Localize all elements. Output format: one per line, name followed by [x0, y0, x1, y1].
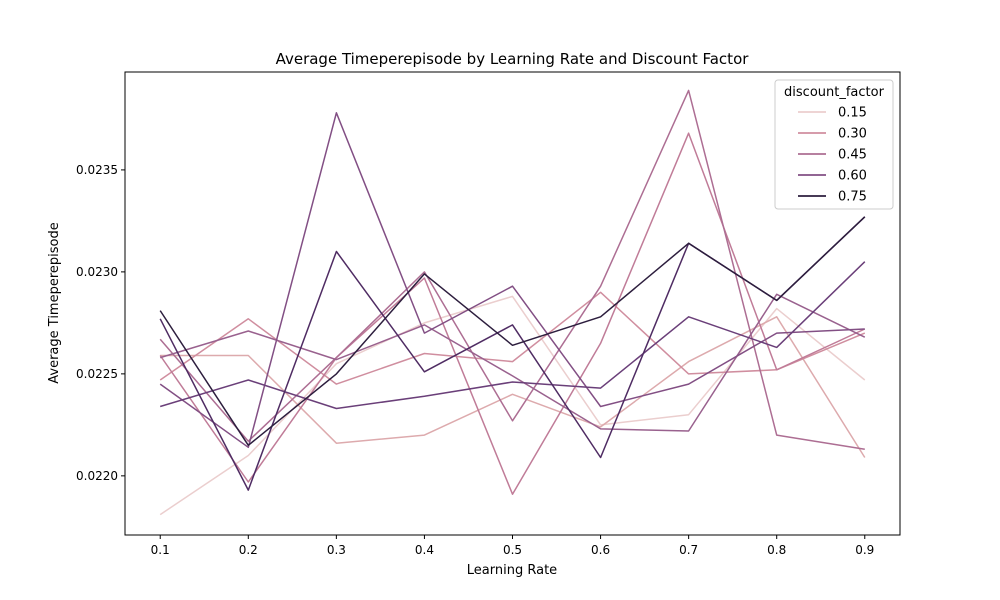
legend-label: 0.30 [838, 127, 867, 142]
x-tick-label: 0.5 [503, 543, 522, 557]
y-tick-label: 0.0220 [76, 469, 118, 483]
x-tick-label: 0.9 [855, 543, 874, 557]
x-tick-label: 0.2 [239, 543, 258, 557]
y-axis-label: Average Timeperepisode [47, 222, 62, 383]
y-tick-label: 0.0235 [76, 163, 118, 177]
series-line-0.30-4 [159, 132, 866, 495]
y-axis: 0.0220 0.0225 0.0230 0.0235 [76, 163, 125, 483]
legend-label: 0.15 [838, 106, 867, 121]
series-layer [159, 89, 866, 516]
series-line-0.60-8 [159, 261, 866, 410]
y-tick-label: 0.0225 [76, 367, 118, 381]
legend: discount_factor 0.15 0.30 0.45 0.60 0.75 [774, 79, 894, 210]
x-axis-label: Learning Rate [467, 563, 557, 578]
x-tick-label: 0.7 [679, 543, 698, 557]
series-line-0.75-10 [159, 216, 866, 447]
x-tick-label: 0.1 [151, 543, 170, 557]
legend-label: 0.75 [838, 190, 867, 205]
x-tick-label: 0.6 [591, 543, 610, 557]
legend-label: 0.60 [838, 169, 867, 184]
legend-label: 0.45 [838, 148, 867, 163]
series-line-0.15-1 [159, 295, 866, 516]
x-tick-label: 0.8 [767, 543, 786, 557]
x-tick-label: 0.4 [415, 543, 434, 557]
chart-title: Average Timeperepisode by Learning Rate … [276, 50, 750, 68]
legend-items: 0.15 0.30 0.45 0.60 0.75 [798, 106, 867, 205]
legend-title: discount_factor [784, 85, 885, 100]
series-line-0.60-7 [159, 112, 865, 449]
series-line-0.45-6 [159, 293, 866, 432]
y-tick-label: 0.0230 [76, 265, 118, 279]
x-axis: 0.1 0.2 0.3 0.4 0.5 0.6 0.7 0.8 0.9 [151, 535, 874, 557]
x-tick-label: 0.3 [327, 543, 346, 557]
series-line-0.15-2 [160, 316, 866, 458]
series-line-0.45-5 [159, 89, 865, 451]
